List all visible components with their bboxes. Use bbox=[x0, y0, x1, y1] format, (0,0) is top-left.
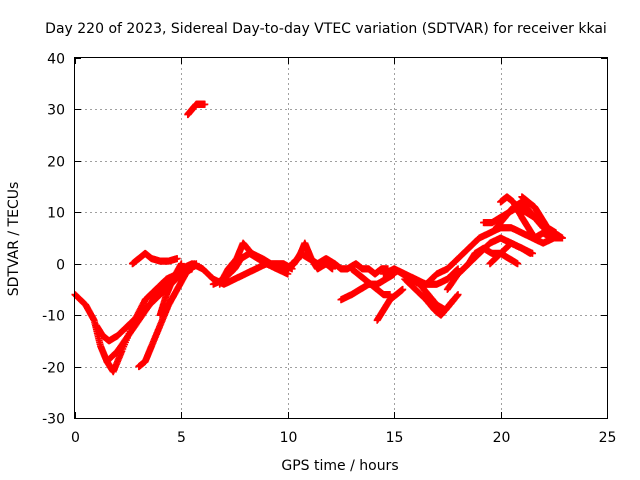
x-tick-label: 15 bbox=[386, 430, 404, 446]
plot-frame bbox=[74, 57, 608, 419]
chart-title: Day 220 of 2023, Sidereal Day-to-day VTE… bbox=[45, 21, 607, 37]
series-track-19 bbox=[401, 275, 462, 319]
series-track-27 bbox=[486, 239, 537, 268]
y-tick-label: 40 bbox=[47, 52, 65, 68]
series-track-18 bbox=[390, 265, 458, 314]
y-tick-label: 20 bbox=[47, 155, 65, 171]
x-tick-label: 10 bbox=[280, 430, 298, 446]
data-point bbox=[177, 260, 185, 268]
y-axis-ticks: -30 -20 -10 0 10 20 30 40 bbox=[42, 52, 607, 428]
series-track-15 bbox=[348, 265, 394, 299]
y-tick-label: 0 bbox=[56, 258, 65, 274]
y-tick-label: 10 bbox=[47, 206, 65, 222]
x-tick-label: 5 bbox=[177, 430, 186, 446]
x-tick-label: 20 bbox=[493, 430, 511, 446]
data-point bbox=[529, 249, 537, 257]
grid-lines bbox=[75, 58, 607, 418]
series-track-26 bbox=[518, 193, 560, 242]
y-axis-label: SDTVAR / TECUs bbox=[6, 182, 22, 297]
series-track-7 bbox=[184, 100, 209, 119]
data-point bbox=[514, 260, 522, 268]
data-point bbox=[552, 234, 560, 242]
y-tick-label: -20 bbox=[42, 361, 65, 377]
series-track-6 bbox=[128, 249, 181, 268]
y-tick-label: -10 bbox=[42, 309, 65, 325]
data-point bbox=[328, 265, 336, 273]
x-tick-label: 0 bbox=[71, 430, 80, 446]
y-tick-label: -30 bbox=[42, 412, 65, 428]
series-track-16 bbox=[373, 285, 407, 324]
data-point bbox=[201, 100, 209, 108]
x-tick-label: 25 bbox=[599, 430, 617, 446]
series-track-4 bbox=[135, 260, 198, 371]
data-point bbox=[454, 291, 462, 299]
data-points bbox=[71, 100, 566, 376]
series-track-12 bbox=[288, 239, 336, 273]
series-track-10 bbox=[216, 239, 296, 288]
y-tick-label: 30 bbox=[47, 103, 65, 119]
data-point bbox=[173, 255, 181, 263]
x-axis-label: GPS time / hours bbox=[281, 458, 398, 474]
data-point bbox=[399, 285, 407, 293]
series-track-5 bbox=[156, 260, 185, 319]
data-point bbox=[190, 260, 198, 268]
x-axis-ticks: 0 5 10 15 20 25 bbox=[71, 58, 616, 446]
